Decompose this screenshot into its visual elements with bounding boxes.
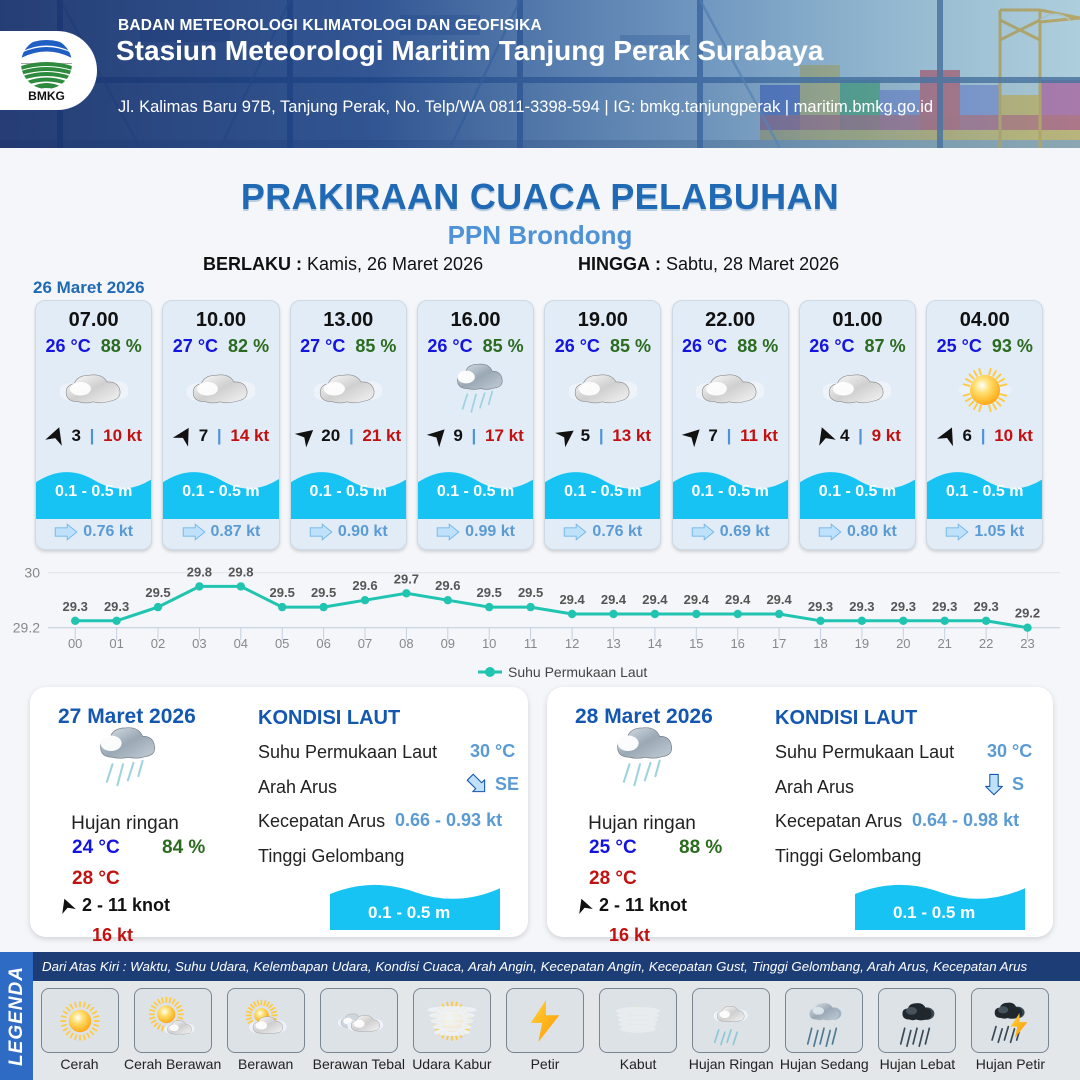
svg-text:29.3: 29.3 bbox=[63, 599, 88, 614]
svg-text:29.8: 29.8 bbox=[187, 564, 212, 579]
svg-text:29.3: 29.3 bbox=[808, 599, 833, 614]
svg-text:29.4: 29.4 bbox=[642, 592, 668, 607]
svg-text:29.3: 29.3 bbox=[973, 599, 998, 614]
svg-text:29.6: 29.6 bbox=[435, 578, 460, 593]
svg-text:29.3: 29.3 bbox=[932, 599, 957, 614]
svg-text:29.3: 29.3 bbox=[849, 599, 874, 614]
svg-text:29.4: 29.4 bbox=[684, 592, 710, 607]
svg-text:29.5: 29.5 bbox=[477, 585, 502, 600]
svg-text:29.4: 29.4 bbox=[725, 592, 751, 607]
svg-text:29.4: 29.4 bbox=[601, 592, 627, 607]
svg-text:29.6: 29.6 bbox=[352, 578, 377, 593]
svg-text:29.2: 29.2 bbox=[13, 620, 40, 636]
svg-text:29.3: 29.3 bbox=[891, 599, 916, 614]
svg-text:29.5: 29.5 bbox=[145, 585, 170, 600]
svg-text:BMKG: BMKG bbox=[28, 89, 65, 103]
svg-text:Suhu Permukaan Laut: Suhu Permukaan Laut bbox=[508, 664, 647, 680]
svg-text:29.8: 29.8 bbox=[228, 564, 253, 579]
svg-text:29.3: 29.3 bbox=[104, 599, 129, 614]
svg-text:29.2: 29.2 bbox=[1015, 606, 1040, 621]
svg-text:29.5: 29.5 bbox=[311, 585, 336, 600]
svg-text:29.5: 29.5 bbox=[518, 585, 543, 600]
svg-text:29.4: 29.4 bbox=[559, 592, 585, 607]
svg-text:29.4: 29.4 bbox=[766, 592, 792, 607]
svg-text:29.7: 29.7 bbox=[394, 571, 419, 586]
svg-text:29.5: 29.5 bbox=[270, 585, 295, 600]
svg-text:30: 30 bbox=[24, 565, 40, 581]
